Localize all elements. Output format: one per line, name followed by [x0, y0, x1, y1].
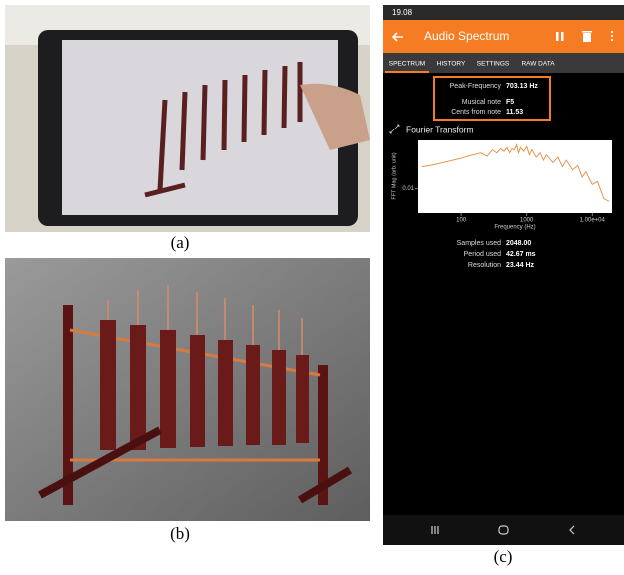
x-tick-label: 100	[456, 218, 467, 224]
tab-bar	[383, 53, 624, 73]
stat-label: Period used	[464, 251, 501, 258]
peak-box	[433, 76, 551, 121]
x-axis-label: Frequency (Hz)	[494, 225, 535, 231]
x-tick-label: 1.00e+04	[580, 218, 606, 224]
stat-value: 42.67 ms	[506, 251, 536, 258]
stat-label: Samples used	[457, 240, 501, 247]
recents-button[interactable]	[431, 526, 439, 534]
bars-b	[100, 320, 309, 450]
hand	[300, 83, 370, 150]
nav-back-button[interactable]	[569, 525, 575, 535]
peak-value: F5	[506, 99, 514, 106]
y-axis-label: FFT Mag (arb. unit)	[391, 152, 397, 199]
home-button[interactable]	[498, 525, 509, 535]
tab[interactable]: SPECTRUM	[389, 61, 425, 68]
peak-value: 11.53	[506, 109, 523, 116]
expand-button[interactable]	[389, 124, 400, 134]
nav-bar	[383, 515, 624, 545]
x-tick-label: 1000	[520, 218, 534, 224]
frame-post	[63, 305, 73, 505]
strings	[107, 285, 303, 355]
frame-post	[318, 365, 328, 505]
base	[297, 466, 353, 504]
tab[interactable]: HISTORY	[437, 61, 466, 68]
y-tick-label: 0.01	[402, 186, 414, 192]
menu-button[interactable]	[610, 30, 614, 42]
status-bar	[383, 5, 624, 20]
photo-a	[5, 5, 370, 232]
base	[38, 426, 162, 499]
tablet-screen	[62, 40, 338, 215]
phone: 19.08 Audio Spectrum SPECTRUM HISTORY SE…	[383, 5, 624, 545]
screen	[383, 5, 624, 545]
stat-value: 23.44 Hz	[506, 262, 535, 269]
caption: (c)	[494, 547, 513, 566]
tab[interactable]: RAW DATA	[521, 61, 555, 68]
plot-area	[418, 140, 612, 213]
app-title: Audio Spectrum	[424, 29, 509, 43]
caption: (b)	[170, 524, 190, 543]
peak-label: Peak-Frequency	[450, 83, 502, 90]
delete-button[interactable]	[582, 31, 592, 42]
peak-label: Musical note	[462, 99, 501, 106]
pause-button[interactable]	[556, 32, 564, 41]
peak-value: 703.13 Hz	[506, 83, 538, 90]
peak-label: Cents from note	[451, 109, 501, 116]
status-time: 19.08	[392, 8, 413, 17]
chart-title: Fourier Transform	[406, 124, 474, 134]
model-a	[144, 62, 303, 198]
tab[interactable]: SETTINGS	[477, 61, 510, 68]
spectrum-line	[421, 143, 610, 202]
caption: (a)	[171, 233, 190, 252]
back-button[interactable]	[391, 32, 403, 42]
tab-indicator	[385, 71, 429, 73]
stat-label: Resolution	[468, 262, 501, 269]
stat-value: 2048.00	[506, 240, 531, 247]
render-b	[5, 258, 370, 521]
